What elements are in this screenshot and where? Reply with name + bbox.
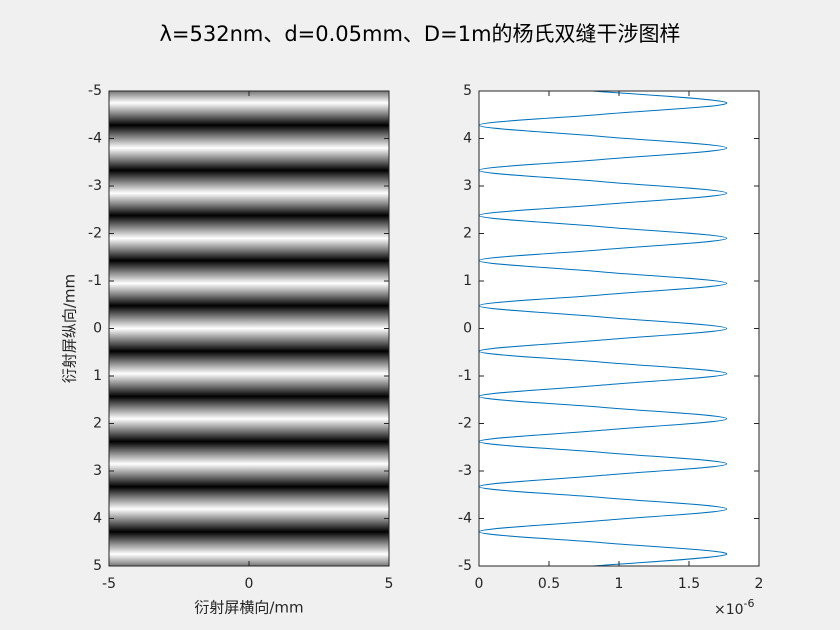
chart-title: λ=532nm、d=0.05mm、D=1m的杨氏双缝干涉图样 (159, 22, 680, 46)
y-tick-label: 1 (463, 273, 472, 289)
axes-background (479, 91, 759, 566)
x-exponent-base: ×10 (714, 602, 744, 618)
x-tick-label: 1.5 (678, 576, 700, 592)
x-tick-label: 1 (615, 576, 624, 592)
x-tick-label: 0 (475, 576, 484, 592)
y-tick-label: -4 (88, 131, 102, 147)
y-tick-label: 4 (93, 511, 102, 527)
y-tick-label: 2 (93, 416, 102, 432)
y-tick-label: 2 (463, 226, 472, 242)
y-tick-label: -3 (88, 178, 102, 194)
x-tick-label: 0 (245, 576, 254, 592)
y-tick-label: -1 (88, 273, 102, 289)
y-tick-label: 5 (93, 558, 102, 574)
y-tick-label: -5 (458, 558, 472, 574)
y-tick-label: 3 (93, 463, 102, 479)
y-tick-label: -1 (458, 368, 472, 384)
y-tick-label: 3 (463, 178, 472, 194)
y-tick-label: 0 (463, 321, 472, 337)
y-tick-label: -5 (88, 83, 102, 99)
y-tick-label: -2 (458, 416, 472, 432)
x-tick-label: -5 (102, 576, 116, 592)
y-tick-label: 1 (93, 368, 102, 384)
x-exponent-power: -6 (744, 597, 755, 610)
y-tick-label: 4 (463, 131, 472, 147)
y-tick-label: -3 (458, 463, 472, 479)
y-tick-label: 0 (93, 321, 102, 337)
fringe-image (109, 91, 389, 566)
x-axis-label: 衍射屏横向/mm (194, 599, 303, 617)
x-tick-label: 5 (385, 576, 394, 592)
x-tick-label: 2 (755, 576, 764, 592)
y-tick-label: -4 (458, 511, 472, 527)
x-tick-label: 0.5 (538, 576, 560, 592)
y-tick-label: -2 (88, 226, 102, 242)
y-axis-label: 衍射屏纵向/mm (61, 274, 79, 383)
y-tick-label: 5 (463, 83, 472, 99)
x-exponent: ×10-6 (714, 597, 755, 618)
